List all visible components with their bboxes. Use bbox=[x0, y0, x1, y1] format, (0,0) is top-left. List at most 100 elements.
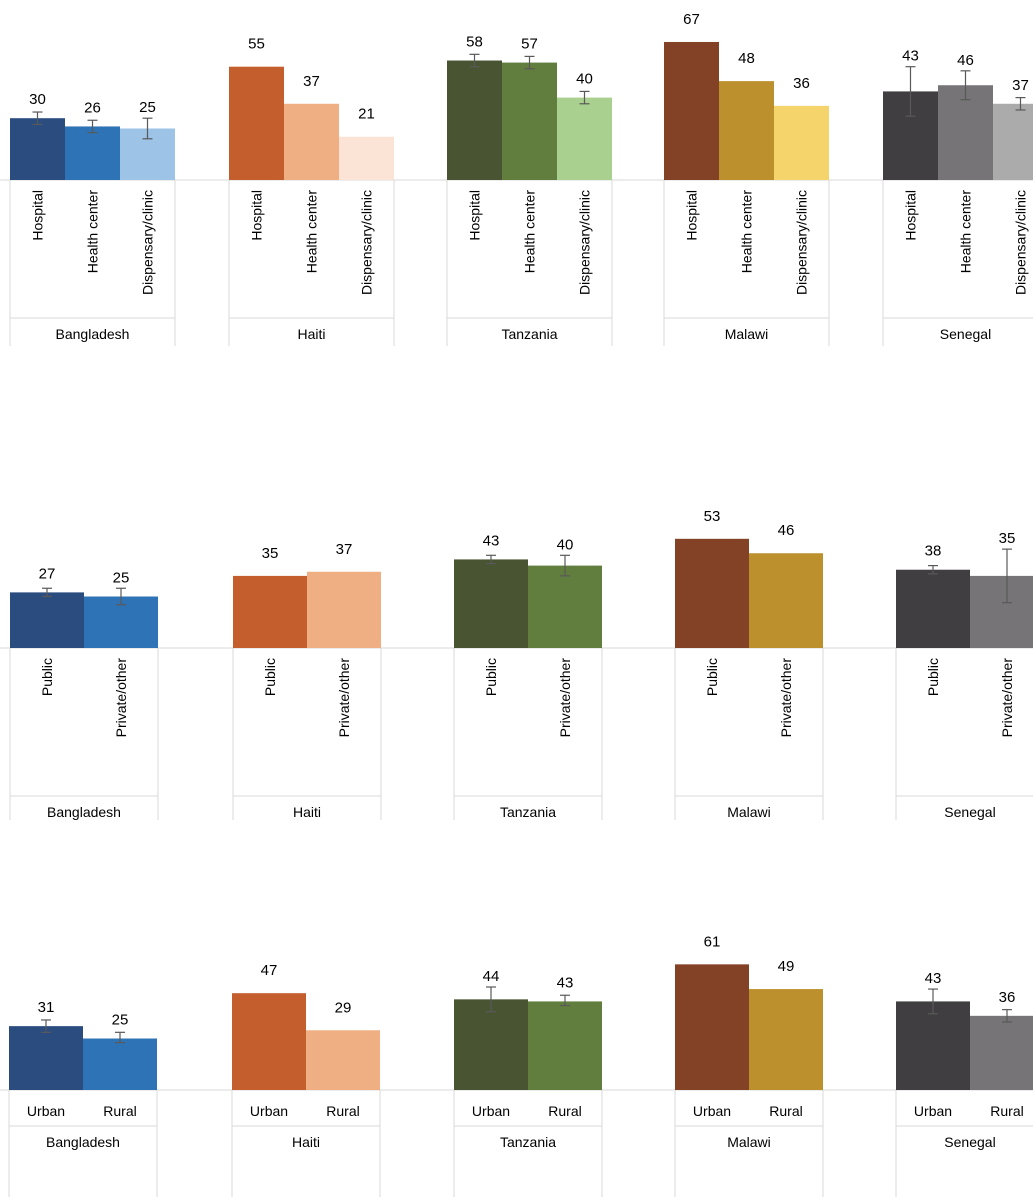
bar-haiti-hospital bbox=[229, 66, 284, 180]
bar-tanzania-health-center bbox=[502, 62, 557, 180]
data-label: 53 bbox=[704, 508, 721, 525]
data-label: 43 bbox=[483, 532, 500, 549]
category-label: Health center bbox=[958, 190, 974, 274]
bar-senegal-dispensary-clinic bbox=[993, 103, 1033, 180]
country-label: Haiti bbox=[293, 804, 321, 820]
country-label: Haiti bbox=[297, 326, 325, 342]
category-label: Private/other bbox=[999, 658, 1015, 738]
category-label: Private/other bbox=[557, 658, 573, 738]
category-label: Urban bbox=[250, 1103, 288, 1119]
country-label: Malawi bbox=[727, 804, 771, 820]
country-label: Malawi bbox=[727, 1134, 771, 1150]
data-label: 44 bbox=[483, 968, 500, 985]
bar-senegal-private-other bbox=[970, 575, 1033, 648]
country-label: Bangladesh bbox=[56, 326, 130, 342]
data-label: 40 bbox=[576, 71, 593, 88]
category-label: Urban bbox=[914, 1103, 952, 1119]
data-label: 49 bbox=[778, 958, 795, 975]
data-label: 47 bbox=[261, 962, 278, 979]
category-label: Dispensary/clinic bbox=[794, 190, 810, 295]
bar-haiti-health-center bbox=[284, 103, 339, 180]
country-label: Tanzania bbox=[500, 804, 556, 820]
data-label: 46 bbox=[778, 522, 795, 539]
category-label: Rural bbox=[548, 1103, 581, 1119]
bar-haiti-dispensary-clinic bbox=[339, 136, 394, 180]
country-label: Haiti bbox=[292, 1134, 320, 1150]
category-label: Private/other bbox=[113, 658, 129, 738]
data-label: 27 bbox=[39, 565, 56, 582]
category-label: Dispensary/clinic bbox=[359, 190, 375, 295]
category-label: Public bbox=[39, 658, 55, 696]
data-label: 55 bbox=[248, 36, 265, 53]
data-label: 31 bbox=[38, 999, 55, 1016]
country-label: Senegal bbox=[944, 1134, 995, 1150]
category-label: Urban bbox=[693, 1103, 731, 1119]
chart-panel-1: 30 Hospital 26 Health center 25 Dispensary/cl… bbox=[0, 11, 1033, 346]
bar-senegal-urban bbox=[896, 1001, 970, 1090]
category-label: Hospital bbox=[30, 190, 46, 241]
data-label: 25 bbox=[139, 99, 156, 116]
data-label: 58 bbox=[466, 34, 483, 51]
bar-bangladesh-health-center bbox=[65, 126, 120, 180]
bar-haiti-rural bbox=[306, 1030, 380, 1090]
category-label: Urban bbox=[472, 1103, 510, 1119]
group-senegal: 38 Public 35 Private/other Senegal bbox=[895, 530, 1033, 820]
data-label: 48 bbox=[738, 50, 755, 67]
bar-haiti-urban bbox=[232, 993, 306, 1090]
data-label: 30 bbox=[29, 91, 46, 108]
category-label: Public bbox=[483, 658, 499, 696]
bar-malawi-health-center bbox=[719, 81, 774, 180]
group-malawi: 67 Hospital 48 Health center 36 Dispensary/cl… bbox=[663, 11, 830, 346]
bar-malawi-rural bbox=[749, 989, 823, 1090]
group-tanzania: 58 Hospital 57 Health center 40 Dispensary/cl… bbox=[446, 34, 613, 346]
data-label: 29 bbox=[335, 999, 352, 1016]
country-label: Senegal bbox=[944, 804, 995, 820]
data-label: 36 bbox=[999, 989, 1016, 1006]
category-label: Hospital bbox=[249, 190, 265, 241]
data-label: 21 bbox=[358, 106, 375, 123]
bar-bangladesh-hospital bbox=[10, 118, 65, 180]
category-label: Urban bbox=[27, 1103, 65, 1119]
data-label: 37 bbox=[303, 73, 320, 90]
group-senegal: 43 Hospital 46 Health center 37 Dispensary/cl… bbox=[882, 48, 1033, 346]
category-label: Rural bbox=[769, 1103, 802, 1119]
category-label: Rural bbox=[990, 1103, 1023, 1119]
data-label: 43 bbox=[557, 974, 574, 991]
bar-tanzania-public bbox=[454, 559, 528, 648]
bar-malawi-dispensary-clinic bbox=[774, 105, 829, 180]
data-label: 35 bbox=[262, 545, 279, 562]
data-label: 43 bbox=[925, 970, 942, 987]
group-senegal: 43 Urban 36 Rural Senegal bbox=[895, 970, 1033, 1197]
data-label: 26 bbox=[84, 99, 101, 116]
category-label: Hospital bbox=[684, 190, 700, 241]
data-label: 37 bbox=[1012, 77, 1029, 94]
country-label: Bangladesh bbox=[47, 804, 121, 820]
category-label: Public bbox=[704, 658, 720, 696]
bar-tanzania-urban bbox=[454, 999, 528, 1090]
data-label: 43 bbox=[902, 48, 919, 65]
bar-bangladesh-public bbox=[10, 592, 84, 648]
bar-malawi-urban bbox=[675, 964, 749, 1090]
bar-malawi-public bbox=[675, 538, 749, 648]
group-tanzania: 43 Public 40 Private/other Tanzania bbox=[453, 532, 603, 820]
category-label: Hospital bbox=[903, 190, 919, 241]
bar-bangladesh-rural bbox=[83, 1038, 157, 1090]
category-label: Dispensary/clinic bbox=[140, 190, 156, 295]
category-label: Private/other bbox=[336, 658, 352, 738]
bar-tanzania-hospital bbox=[447, 60, 502, 180]
bar-senegal-public bbox=[896, 569, 970, 648]
chart-panel-3: 31 Urban 25 Rural Bangladesh 47 Urban 29 Rural Ha… bbox=[0, 933, 1033, 1197]
category-label: Hospital bbox=[467, 190, 483, 241]
bar-bangladesh-urban bbox=[9, 1026, 83, 1090]
bar-tanzania-private-other bbox=[528, 565, 602, 648]
group-tanzania: 44 Urban 43 Rural Tanzania bbox=[453, 968, 603, 1197]
country-label: Senegal bbox=[940, 326, 991, 342]
country-label: Tanzania bbox=[501, 326, 557, 342]
category-label: Health center bbox=[304, 190, 320, 274]
category-label: Rural bbox=[103, 1103, 136, 1119]
data-label: 57 bbox=[521, 36, 538, 53]
category-label: Dispensary/clinic bbox=[1013, 190, 1029, 295]
bar-haiti-public bbox=[233, 575, 307, 648]
bar-malawi-hospital bbox=[664, 41, 719, 181]
